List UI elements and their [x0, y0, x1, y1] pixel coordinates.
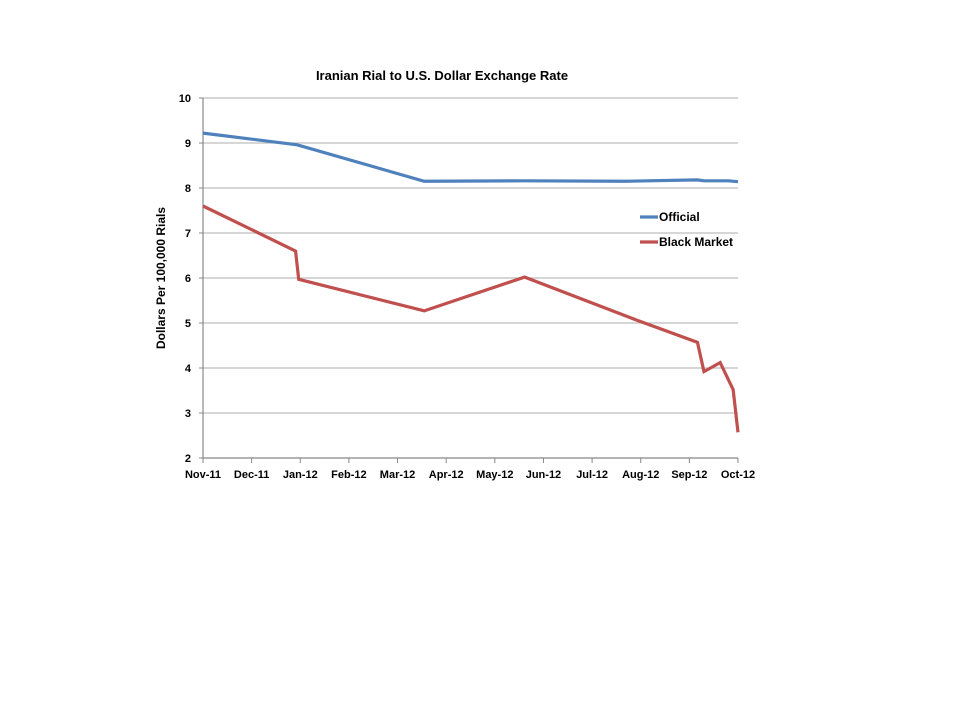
x-tick-label: Mar-12 [380, 469, 415, 481]
y-tick-label: 5 [185, 318, 191, 330]
y-tick-label: 9 [185, 138, 191, 150]
x-tick-label: Apr-12 [429, 469, 464, 481]
legend-label-black-market: Black Market [659, 235, 733, 249]
y-axis-label: Dollars Per 100,000 Rials [154, 207, 168, 349]
x-tick-label: Jun-12 [526, 469, 561, 481]
y-tick-label: 2 [185, 453, 191, 465]
series-line-official [202, 131, 739, 184]
y-tick-label: 6 [185, 273, 191, 285]
x-tick-label: Jan-12 [283, 469, 318, 481]
x-tick-label: May-12 [476, 469, 513, 481]
y-tick-label: 3 [185, 408, 191, 420]
series-line-black-market [202, 204, 740, 433]
x-tick-label: Jul-12 [576, 469, 608, 481]
x-tick-label: Dec-11 [234, 469, 269, 481]
x-tick-label: Oct-12 [721, 469, 755, 481]
x-tick-label: Aug-12 [622, 469, 659, 481]
y-tick-label: 7 [185, 228, 191, 240]
y-tick-label: 8 [185, 183, 191, 195]
x-tick-label: Sep-12 [671, 469, 707, 481]
chart-title: Iranian Rial to U.S. Dollar Exchange Rat… [316, 68, 568, 83]
x-tick-label: Nov-11 [185, 469, 221, 481]
x-tick-label: Feb-12 [331, 469, 366, 481]
legend-label-official: Official [659, 210, 700, 224]
y-tick-label: 4 [185, 363, 192, 375]
y-tick-label: 10 [179, 93, 191, 105]
